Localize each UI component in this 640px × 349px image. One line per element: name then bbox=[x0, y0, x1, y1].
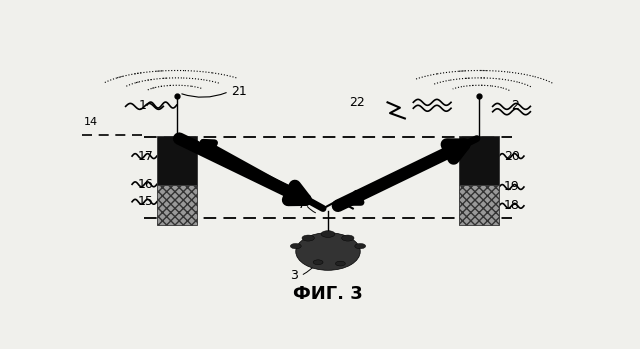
Bar bbox=[157, 136, 196, 185]
Ellipse shape bbox=[291, 244, 301, 249]
Text: 16: 16 bbox=[138, 178, 154, 191]
Text: 22: 22 bbox=[349, 96, 365, 109]
Bar bbox=[460, 185, 499, 225]
Text: 19: 19 bbox=[504, 180, 520, 193]
Text: 18: 18 bbox=[504, 199, 520, 212]
Ellipse shape bbox=[296, 233, 360, 270]
Ellipse shape bbox=[342, 235, 354, 241]
Ellipse shape bbox=[302, 235, 314, 241]
Text: 20: 20 bbox=[504, 150, 520, 163]
Text: 17: 17 bbox=[138, 150, 154, 163]
Text: 3: 3 bbox=[291, 269, 298, 282]
Text: ФИГ. 3: ФИГ. 3 bbox=[293, 284, 363, 303]
Text: 2: 2 bbox=[511, 98, 520, 112]
Ellipse shape bbox=[313, 260, 323, 265]
Ellipse shape bbox=[355, 244, 365, 249]
Ellipse shape bbox=[321, 231, 335, 237]
Ellipse shape bbox=[335, 261, 346, 266]
Bar bbox=[157, 185, 196, 225]
Text: 7: 7 bbox=[298, 198, 306, 211]
Text: 15: 15 bbox=[138, 195, 154, 208]
Text: 21: 21 bbox=[231, 85, 247, 98]
Text: 1: 1 bbox=[139, 98, 147, 112]
Bar bbox=[460, 136, 499, 185]
Text: 14: 14 bbox=[83, 117, 97, 127]
